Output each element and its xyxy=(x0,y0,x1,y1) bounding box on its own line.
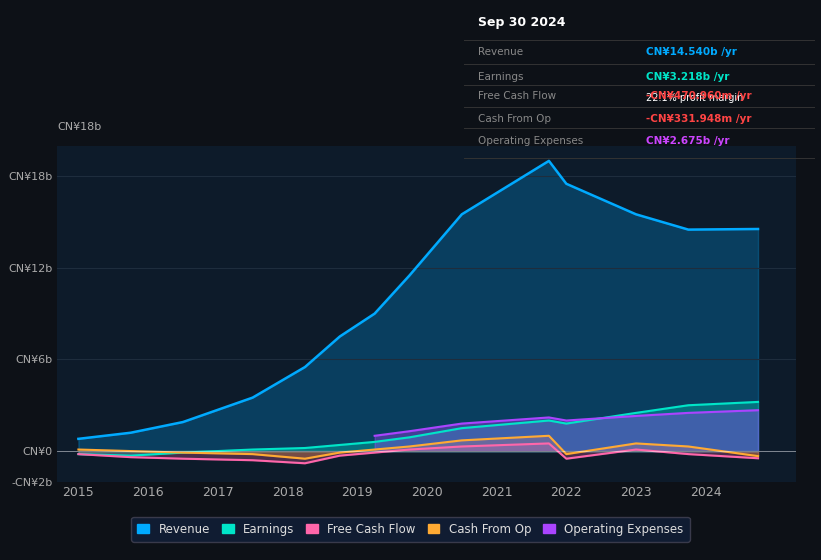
Text: CN¥3.218b /yr: CN¥3.218b /yr xyxy=(646,72,730,82)
Text: CN¥14.540b /yr: CN¥14.540b /yr xyxy=(646,46,737,57)
Text: Operating Expenses: Operating Expenses xyxy=(478,136,583,146)
Text: CN¥2.675b /yr: CN¥2.675b /yr xyxy=(646,136,730,146)
Text: -CN¥470.960m /yr: -CN¥470.960m /yr xyxy=(646,91,752,101)
Text: Earnings: Earnings xyxy=(478,72,524,82)
Text: Revenue: Revenue xyxy=(478,46,523,57)
Text: Sep 30 2024: Sep 30 2024 xyxy=(478,16,566,29)
Text: CN¥18b: CN¥18b xyxy=(57,122,102,132)
Text: 22.1% profit margin: 22.1% profit margin xyxy=(646,93,744,103)
Text: -CN¥331.948m /yr: -CN¥331.948m /yr xyxy=(646,114,752,124)
Legend: Revenue, Earnings, Free Cash Flow, Cash From Op, Operating Expenses: Revenue, Earnings, Free Cash Flow, Cash … xyxy=(131,517,690,542)
Text: Cash From Op: Cash From Op xyxy=(478,114,551,124)
Text: Free Cash Flow: Free Cash Flow xyxy=(478,91,556,101)
